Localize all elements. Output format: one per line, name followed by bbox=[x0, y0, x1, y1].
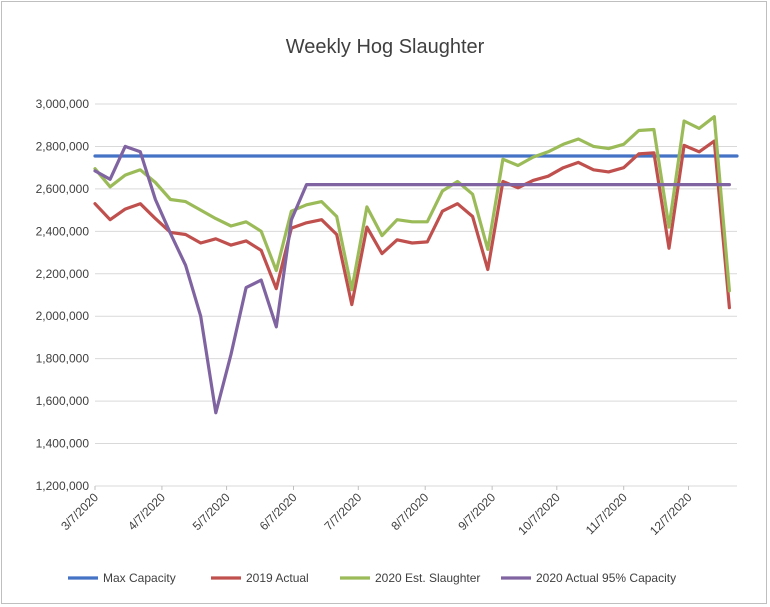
x-tick-label: 8/7/2020 bbox=[388, 490, 431, 533]
series-lines bbox=[93, 115, 739, 415]
legend-label: 2020 Est. Slaughter bbox=[375, 571, 480, 585]
y-tick-label: 2,600,000 bbox=[36, 182, 90, 196]
series-line-2020-actual-95-capacity bbox=[93, 144, 732, 415]
x-tick-label: 7/7/2020 bbox=[321, 490, 364, 533]
legend: Max Capacity 2019 Actual 2020 Est. Slaught… bbox=[68, 571, 676, 585]
legend-label: 2019 Actual bbox=[246, 571, 309, 585]
x-tick-label: 4/7/2020 bbox=[125, 490, 168, 533]
x-tick-label: 12/7/2020 bbox=[647, 490, 695, 538]
x-tick-label: 3/7/2020 bbox=[58, 490, 101, 533]
y-tick-label: 3,000,000 bbox=[36, 97, 90, 111]
y-tick-label: 2,000,000 bbox=[36, 309, 90, 323]
y-tick-label: 1,400,000 bbox=[36, 437, 90, 451]
legend-label: 2020 Actual 95% Capacity bbox=[536, 571, 676, 585]
y-tick-label: 2,800,000 bbox=[36, 139, 90, 153]
x-tick-label: 9/7/2020 bbox=[455, 490, 498, 533]
x-tick-label: 5/7/2020 bbox=[190, 490, 233, 533]
y-tick-label: 1,800,000 bbox=[36, 352, 90, 366]
x-tick-label: 6/7/2020 bbox=[257, 490, 300, 533]
x-tick-label: 11/7/2020 bbox=[583, 490, 630, 537]
x-axis-tick-labels: 3/7/2020 4/7/2020 5/7/2020 6/7/2020 7/7/2020… bbox=[58, 486, 695, 538]
chart-title: Weekly Hog Slaughter bbox=[285, 36, 485, 58]
y-tick-label: 1,600,000 bbox=[36, 394, 90, 408]
gridlines bbox=[95, 103, 737, 487]
legend-label: Max Capacity bbox=[103, 571, 176, 585]
series-line-2019-actual bbox=[93, 139, 732, 310]
series-line-2020-est-slaughter bbox=[93, 115, 732, 293]
x-tick-label: 10/7/2020 bbox=[515, 490, 563, 538]
y-tick-label: 2,200,000 bbox=[36, 267, 90, 281]
y-tick-label: 1,200,000 bbox=[36, 479, 90, 493]
y-tick-label: 2,400,000 bbox=[36, 224, 90, 238]
y-axis-tick-labels: 1,200,000 1,400,000 1,600,000 1,800,000 2,00… bbox=[36, 97, 90, 493]
